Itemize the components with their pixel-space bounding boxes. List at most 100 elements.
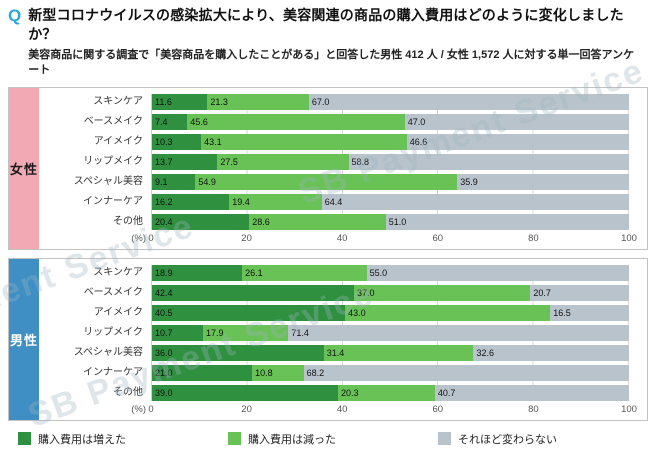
bar-value: 35.9 [460,176,478,187]
axis-tick: 100 [621,232,637,244]
question-mark: Q [8,6,22,25]
axis-unit: (%) [131,403,146,415]
legend: 購入費用は増えた 購入費用は減った それほど変わらない [8,431,648,447]
male-label-strip: 男性 [9,258,39,420]
bar-value: 45.6 [190,116,208,127]
category-label: リップメイク [83,155,143,167]
legend-swatch [228,432,241,446]
legend-label: 購入費用は減った [248,433,336,446]
bar-segment-increased: 21.0 [152,364,253,381]
bar-segment-increased: 40.5 [152,304,346,321]
bar-row: 21.0 10.8 68.2 [152,364,629,381]
page-subtitle: 美容商品に関する調査で「美容商品を購入したことがある」と回答した男性 412 人… [28,48,635,77]
bar-segment-unchanged: 67.0 [308,93,629,110]
bar-value: 17.9 [206,327,224,338]
bar-segment-unchanged: 40.7 [434,384,629,401]
bar-segment-unchanged: 35.9 [457,173,629,190]
bar-row: 18.9 26.1 55.0 [152,264,629,281]
bar-segment-unchanged: 55.0 [366,264,629,281]
axis-tick: 0 [148,403,154,415]
bar-row: 11.6 21.3 67.0 [152,93,629,110]
bar-segment-increased: 9.1 [152,173,196,190]
category-labels: スキンケア ベースメイク アイメイク リップメイク スペシャル美容 インナーケア その他 [43,94,151,230]
category-label: その他 [113,215,143,227]
bar-segment-increased: 13.7 [152,153,218,170]
axis-tick: 40 [336,232,348,244]
legend-swatch [438,432,451,446]
bar-segment-increased: 42.4 [152,284,355,301]
female-label-strip: 女性 [9,87,39,249]
axis-tick: 20 [241,232,252,244]
female-chart: 女性 スキンケア ベースメイク アイメイク リップメイク スペシャル美容 インナーケア その… [8,86,648,250]
legend-item: それほど変わらない [438,431,648,447]
bar-value: 42.4 [155,287,173,298]
bar-value: 36.0 [155,347,173,358]
bar-row: 9.1 54.9 35.9 [152,173,629,190]
bar-row: 13.7 27.5 58.8 [152,153,629,170]
bar-value: 28.6 [252,216,270,227]
bar-row: 10.7 17.9 71.4 [152,324,629,341]
axis-tick: 60 [432,232,444,244]
bar-segment-decreased: 26.1 [242,264,367,281]
bar-segment-unchanged: 20.7 [530,284,629,301]
bar-segment-increased: 18.9 [152,264,243,281]
axis-tick: 80 [528,403,539,415]
page-title: 新型コロナウイルスの感染拡大により、美容関連の商品の購入費用はどのように変化しま… [28,7,624,43]
bar-value: 21.3 [210,96,228,107]
bar-segment-decreased: 43.0 [345,304,551,321]
bar-value: 67.0 [311,96,330,107]
group-label: 男性 [9,332,38,348]
bar-value: 20.3 [341,387,359,398]
bar-segment-unchanged: 68.2 [303,364,629,381]
axis-tick: 60 [432,403,444,415]
header: Q 新型コロナウイルスの感染拡大により、美容関連の商品の購入費用はどのように変化… [8,6,648,79]
plot-area: 18.9 26.1 55.0 42.4 37.0 20.7 40.5 43.0 16.5 10.7… [151,264,629,401]
bar-value: 20.4 [155,216,173,227]
category-label: インナーケア [83,366,143,378]
bar-value: 51.0 [388,216,407,227]
bar-segment-unchanged: 46.6 [406,133,629,150]
group-label: 女性 [9,161,38,177]
bar-segment-increased: 7.4 [152,113,188,130]
bar-value: 43.0 [348,307,366,318]
bar-value: 11.6 [155,96,172,107]
axis: (%) 0 20 40 60 80 100 [131,403,637,417]
bar-value: 58.8 [351,156,370,167]
bar-value: 31.4 [326,347,345,358]
bar-value: 40.7 [437,387,456,398]
bar-segment-decreased: 19.4 [229,193,322,210]
legend-swatch [18,432,31,446]
bar-segment-unchanged: 16.5 [550,304,629,321]
axis-tick: 80 [528,232,539,244]
bar-value: 71.4 [291,327,309,338]
bar-segment-decreased: 37.0 [354,284,531,301]
axis: (%) 0 20 40 60 80 100 [131,232,637,246]
category-label: ベースメイク [83,115,143,127]
bar-row: 20.4 28.6 51.0 [152,213,629,230]
bar-segment-decreased: 45.6 [187,113,405,130]
bar-value: 27.5 [220,156,238,167]
legend-label: 購入費用は増えた [38,433,126,446]
bar-value: 47.0 [407,116,426,127]
bar-segment-increased: 10.7 [152,324,204,341]
bar-segment-decreased: 31.4 [323,344,474,361]
bar-segment-increased: 16.2 [152,193,230,210]
bar-segment-unchanged: 51.0 [385,213,629,230]
axis-tick: 0 [148,232,154,244]
bar-value: 10.8 [255,367,273,378]
bar-row: 7.4 45.6 47.0 [152,113,629,130]
category-label: アイメイク [93,306,143,318]
chart-body: スキンケア ベースメイク アイメイク リップメイク スペシャル美容 インナーケア その他 1… [39,259,647,420]
bar-segment-decreased: 27.5 [217,153,349,170]
bar-value: 16.2 [155,196,173,207]
bar-segment-decreased: 20.3 [338,384,435,401]
bar-segment-unchanged: 71.4 [288,324,629,341]
bar-value: 37.0 [357,287,375,298]
category-label: ベースメイク [83,286,143,298]
bar-segment-decreased: 54.9 [195,173,458,190]
legend-label: それほど変わらない [458,433,557,446]
axis-tick: 100 [621,403,637,415]
bar-value: 39.0 [155,387,173,398]
bar-value: 46.6 [409,136,428,147]
bar-value: 19.4 [232,196,250,207]
